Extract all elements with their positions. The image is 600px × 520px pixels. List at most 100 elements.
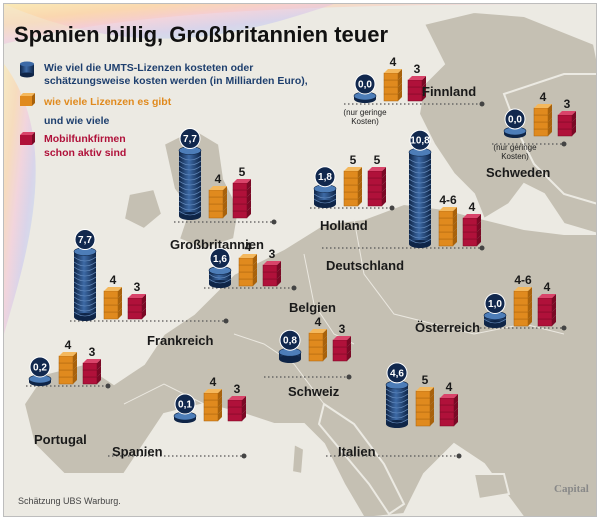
cost-bubble-finnland: 0,0	[354, 73, 376, 95]
operators-bar-schweiz	[332, 336, 351, 362]
licenses-label-schweden: 4	[540, 90, 547, 104]
cost-bar-osterreich	[483, 311, 507, 328]
country-name-schweiz: Schweiz	[288, 384, 340, 399]
country-spanien: 0,1 4 3 Spanien	[108, 375, 247, 459]
operators-label-schweiz: 3	[339, 322, 346, 336]
country-name-osterreich: Österreich	[415, 320, 480, 335]
operators-bar-spanien	[227, 396, 246, 422]
location-dot-holland	[389, 205, 395, 211]
rainbow-swoosh-left	[4, 64, 36, 334]
rainbow-swoosh-band	[4, 4, 334, 39]
operators-label-spanien: 3	[234, 382, 241, 396]
cost-label-finnland: 0,0	[358, 80, 372, 91]
licenses-label-spanien: 4	[210, 375, 217, 389]
operators-label-belgien: 3	[269, 247, 276, 261]
country-portugal: 0,2 4 3 Portugal	[26, 338, 111, 447]
legend: Wie viel die UMTS-Lizenzen kosteten oder…	[20, 61, 308, 159]
operators-label-osterreich: 4	[544, 280, 551, 294]
location-dot-frankreich	[223, 318, 229, 324]
cost-bar-spanien	[173, 411, 197, 423]
cost-bubble-deutschland: 10,8	[409, 129, 431, 151]
licenses-bar-finnland	[383, 69, 402, 102]
cost-bubble-grossbritannien: 7,7	[179, 128, 201, 150]
operators-bar-grossbritannien	[232, 179, 251, 219]
licenses-bar-portugal	[58, 352, 77, 385]
country-grossbritannien: 7,7 4 5 Großbritannien	[170, 128, 277, 252]
operators-label-grossbritannien: 5	[239, 165, 246, 179]
country-belgien: 1,6 4 3 Belgien	[204, 240, 336, 315]
country-name-holland: Holland	[320, 218, 368, 233]
legend-operators-line2: schon aktiv sind	[44, 147, 126, 159]
cost-label-schweiz: 0,8	[283, 336, 297, 347]
operators-bar-belgien	[262, 261, 281, 287]
legend-cost-line1: Wie viel die UMTS-Lizenzen kosteten oder	[44, 62, 253, 74]
licenses-bar-italien	[415, 387, 434, 427]
infographic-frame: Spanien billig, Großbritannien teuer Wie…	[3, 3, 597, 517]
operators-label-italien: 4	[446, 380, 453, 394]
cost-bar-finnland	[353, 91, 377, 103]
operators-bar-deutschland	[462, 214, 481, 247]
country-name-schweden: Schweden	[486, 165, 550, 180]
cost-bubble-frankreich: 7,7	[74, 229, 96, 251]
country-name-belgien: Belgien	[289, 300, 336, 315]
country-italien: 4,6 5 4 Italien	[326, 362, 462, 459]
operators-label-deutschland: 4	[469, 200, 476, 214]
brand-logo: Capital	[554, 483, 589, 495]
location-dot-deutschland	[479, 245, 485, 251]
note-line1-finnland: (nur geringe	[343, 108, 387, 117]
licenses-label-belgien: 4	[245, 240, 252, 254]
operators-bar-portugal	[82, 359, 101, 385]
cost-bar-schweiz	[278, 347, 302, 363]
legend-cost-line2: schätzungsweise kosten werden (in Millia…	[44, 75, 308, 87]
licenses-label-frankreich: 4	[110, 273, 117, 287]
cost-bar-portugal	[28, 374, 52, 386]
legend-licenses: wie viele Lizenzen es gibt	[43, 96, 172, 108]
licenses-bar-holland	[343, 167, 362, 207]
cost-label-italien: 4,6	[390, 368, 404, 379]
cost-bubble-holland: 1,8	[314, 166, 336, 188]
country-osterreich: 1,0 4-6 4 Österreich	[415, 273, 567, 335]
source-note: Schätzung UBS Warburg.	[18, 496, 121, 506]
location-dot-grossbritannien	[271, 219, 277, 225]
cost-bar-deutschland	[408, 147, 432, 248]
cost-label-portugal: 0,2	[33, 363, 47, 374]
europe-map-chart: Spanien billig, Großbritannien teuer Wie…	[4, 4, 596, 516]
note-line2-finnland: Kosten)	[351, 117, 379, 126]
cost-bubble-schweiz: 0,8	[279, 329, 301, 351]
licenses-label-finnland: 4	[390, 55, 397, 69]
licenses-bar-osterreich	[513, 287, 532, 327]
cost-bar-belgien	[208, 266, 232, 288]
licenses-bar-schweden	[533, 104, 552, 137]
cost-bubble-osterreich: 1,0	[484, 293, 506, 314]
location-dot-portugal	[105, 383, 111, 389]
cost-label-grossbritannien: 7,7	[183, 134, 197, 145]
licenses-bar-spanien	[203, 389, 222, 422]
location-dot-finnland	[479, 101, 485, 107]
cost-bar-holland	[313, 184, 337, 208]
operators-label-schweden: 3	[564, 97, 571, 111]
cost-label-deutschland: 10,8	[410, 136, 430, 147]
country-name-portugal: Portugal	[34, 432, 87, 447]
operators-bar-italien	[439, 394, 458, 427]
country-name-spanien: Spanien	[112, 444, 163, 459]
country-schweiz: 0,8 4 3 Schweiz	[264, 315, 352, 399]
cost-bubble-italien: 4,6	[386, 362, 408, 384]
cost-bubble-spanien: 0,1	[174, 393, 196, 415]
licenses-bar-schweiz	[308, 329, 327, 362]
licenses-label-italien: 5	[422, 373, 429, 387]
operators-label-frankreich: 3	[134, 280, 141, 294]
country-name-deutschland: Deutschland	[326, 258, 404, 273]
legend-and-how-many: und wie viele	[44, 115, 110, 127]
operators-label-holland: 5	[374, 153, 381, 167]
cost-label-frankreich: 7,7	[78, 235, 92, 246]
chart-title: Spanien billig, Großbritannien teuer	[14, 22, 388, 47]
licenses-bar-grossbritannien	[208, 186, 227, 219]
country-name-grossbritannien: Großbritannien	[170, 237, 264, 252]
location-dot-schweden	[561, 141, 567, 147]
cost-label-belgien: 1,6	[213, 254, 227, 265]
note-line2-schweden: Kosten)	[501, 152, 529, 161]
country-deutschland: 10,8 4-6 4 Deutschland	[322, 129, 485, 273]
